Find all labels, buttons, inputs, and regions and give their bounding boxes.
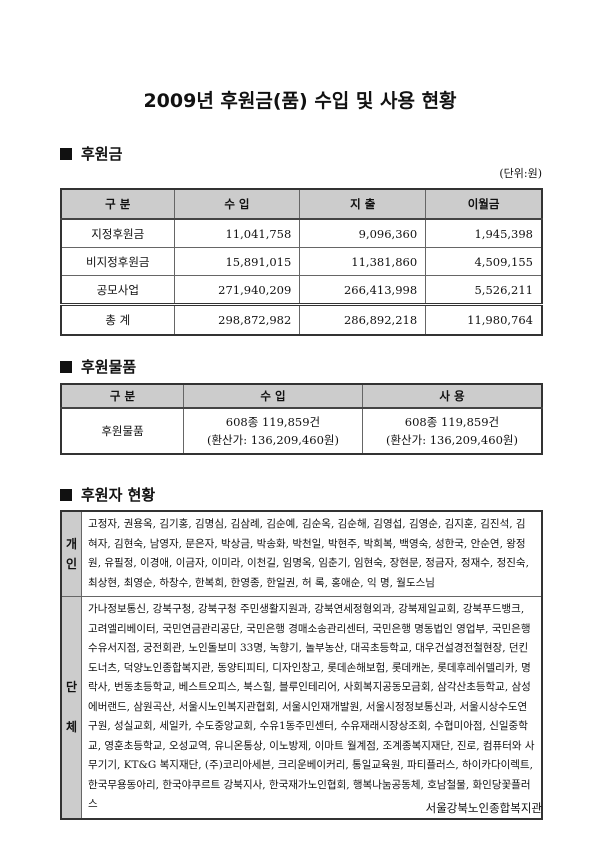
page-title: 2009년 후원금(품) 수입 및 사용 현황 bbox=[143, 90, 457, 112]
table-header-row: 구 분 수 입 사 용 bbox=[60, 383, 543, 409]
section-heading-text: 후원자 현황 bbox=[81, 486, 156, 504]
cell-category: 총 계 bbox=[60, 303, 175, 336]
table-header-row: 구 분 수 입 지 출 이월금 bbox=[60, 188, 543, 220]
cell-income: 298,872,982 bbox=[173, 303, 301, 336]
square-bullet-icon bbox=[60, 488, 72, 501]
cell-carryover: 11,980,764 bbox=[425, 303, 543, 336]
square-bullet-icon bbox=[60, 147, 72, 160]
label-char: 단 bbox=[66, 680, 78, 695]
cell-category: 후원물품 bbox=[60, 407, 184, 455]
cell-expense: 266,413,998 bbox=[299, 275, 427, 305]
unit-label: (단위:원) bbox=[499, 167, 542, 180]
goods-table: 구 분 수 입 사 용 후원물품 608종 119,859건 (환산가: 136,… bbox=[60, 383, 543, 455]
donations-table: 구 분 수 입 지 출 이월금 지정후원금 11,041,758 9,096,3… bbox=[60, 188, 543, 336]
cell-carryover: 1,945,398 bbox=[425, 218, 543, 248]
square-bullet-icon bbox=[60, 360, 72, 373]
cell-category: 지정후원금 bbox=[60, 218, 175, 248]
header-income: 수 입 bbox=[173, 188, 301, 220]
cell-income: 271,940,209 bbox=[173, 275, 301, 305]
label-char: 체 bbox=[66, 720, 78, 735]
use-value: (환산가: 136,209,460원) bbox=[385, 433, 518, 447]
cell-carryover: 4,509,155 bbox=[425, 247, 543, 276]
header-category: 구 분 bbox=[60, 188, 175, 220]
header-use: 사 용 bbox=[361, 383, 543, 409]
header-income: 수 입 bbox=[183, 383, 363, 409]
table-row: 후원물품 608종 119,859건 (환산가: 136,209,460원) 60… bbox=[60, 407, 543, 455]
table-row: 공모사업 271,940,209 266,413,998 5,526,211 bbox=[60, 275, 543, 305]
total-row: 총 계 298,872,982 286,892,218 11,980,764 bbox=[60, 303, 543, 336]
cell-expense: 11,381,860 bbox=[299, 247, 427, 276]
section-heading-text: 후원물품 bbox=[81, 358, 137, 376]
section-heading-donors: 후원자 현황 bbox=[60, 484, 155, 505]
section-heading-text: 후원금 bbox=[81, 145, 123, 163]
label-char: 개 bbox=[66, 537, 78, 551]
cell-expense: 9,096,360 bbox=[299, 218, 427, 248]
organization-name: 서울강북노인종합복지관 bbox=[425, 801, 542, 815]
cell-category: 공모사업 bbox=[60, 275, 175, 305]
cell-expense: 286,892,218 bbox=[299, 303, 427, 336]
cell-income: 11,041,758 bbox=[173, 218, 301, 248]
cell-income: 608종 119,859건 (환산가: 136,209,460원) bbox=[183, 407, 363, 455]
table-row: 지정후원금 11,041,758 9,096,360 1,945,398 bbox=[60, 218, 543, 248]
header-expense: 지 출 bbox=[299, 188, 427, 220]
income-value: (환산가: 136,209,460원) bbox=[206, 433, 339, 447]
cell-category: 비지정후원금 bbox=[60, 247, 175, 276]
use-count: 608종 119,859건 bbox=[404, 415, 500, 429]
cell-income: 15,891,015 bbox=[173, 247, 301, 276]
header-category: 구 분 bbox=[60, 383, 184, 409]
income-count: 608종 119,859건 bbox=[225, 415, 321, 429]
group-donors: 가나정보통신, 강북구청, 강북구청 주민생활지원과, 강북연세정형외과, 강북… bbox=[81, 596, 543, 819]
table-row: 비지정후원금 15,891,015 11,381,860 4,509,155 bbox=[60, 247, 543, 276]
cell-carryover: 5,526,211 bbox=[425, 275, 543, 305]
individual-donors: 고정자, 권용옥, 김기홍, 김명심, 김삼례, 김순예, 김순옥, 김순해, … bbox=[81, 510, 543, 597]
section-heading-donations: 후원금 bbox=[60, 143, 122, 164]
header-carryover: 이월금 bbox=[425, 188, 543, 220]
cell-use: 608종 119,859건 (환산가: 136,209,460원) bbox=[361, 407, 543, 455]
label-char: 인 bbox=[66, 557, 78, 571]
section-heading-goods: 후원물품 bbox=[60, 356, 136, 377]
